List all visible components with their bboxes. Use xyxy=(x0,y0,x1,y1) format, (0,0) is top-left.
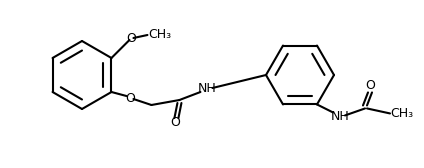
Text: CH₃: CH₃ xyxy=(148,29,171,41)
Text: O: O xyxy=(126,92,135,104)
Text: CH₃: CH₃ xyxy=(391,107,413,120)
Text: O: O xyxy=(126,32,137,45)
Text: NH: NH xyxy=(198,81,217,95)
Text: NH: NH xyxy=(331,110,349,123)
Text: O: O xyxy=(170,116,180,129)
Text: O: O xyxy=(365,79,375,92)
